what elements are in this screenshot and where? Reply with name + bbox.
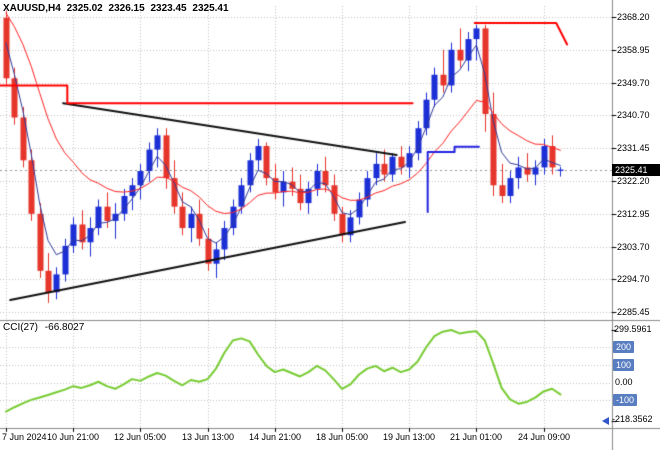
indicator-scale-min: -218.3562 xyxy=(612,414,653,424)
high-value: 2326.15 xyxy=(108,3,145,14)
open-value: 2325.02 xyxy=(66,3,103,14)
symbol-period-label: XAUUSD,H4 xyxy=(3,3,61,14)
axis-end-marker-icon xyxy=(602,417,609,425)
indicator-scale-max: 299.5961 xyxy=(614,324,652,334)
close-value: 2325.41 xyxy=(192,3,229,14)
indicator-label: CCI(27) -66.8027 xyxy=(3,322,88,333)
low-value: 2323.45 xyxy=(150,3,187,14)
ohlc-readout: XAUUSD,H4 2325.02 2326.15 2323.45 2325.4… xyxy=(3,3,232,14)
indicator-value: -66.8027 xyxy=(44,322,85,333)
current-price-badge: 2325.41 xyxy=(612,164,660,176)
indicator-name: CCI(27) xyxy=(3,322,39,333)
